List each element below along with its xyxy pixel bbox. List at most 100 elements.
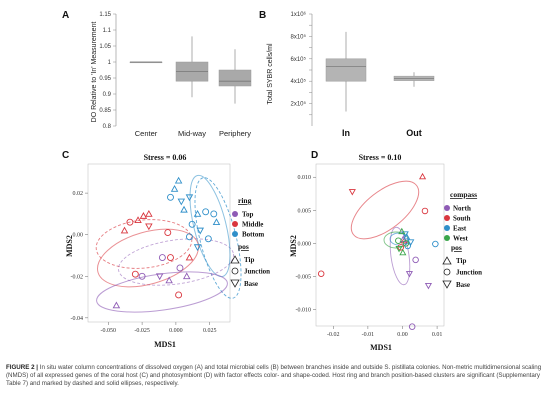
caption-text: In situ water column concentrations of d… xyxy=(6,364,542,387)
panel-c: C Stress = 0.06 -0.050 -0.025 0.000 0.025 0… xyxy=(62,150,270,349)
point-base xyxy=(424,282,432,290)
point-junction xyxy=(176,264,184,272)
legend-d-junction-label: Junction xyxy=(456,269,482,277)
legend-south-label: South xyxy=(453,215,471,223)
point-tip xyxy=(399,248,407,256)
panel-b-yticks: 2x10⁵ 4x10⁵ 6x10⁵ 8x10⁵ 1x10⁶ xyxy=(291,11,312,116)
point-base xyxy=(407,239,415,246)
panel-c-xtick-label: -0.050 xyxy=(101,328,117,334)
point-tip xyxy=(120,226,129,234)
panel-c-ellipses xyxy=(95,174,242,313)
legend-middle-swatch xyxy=(232,221,238,227)
legend-d-tip-label: Tip xyxy=(456,257,466,265)
point-tip xyxy=(185,253,194,261)
panel-d: D Stress = 0.10 -0.02 -0.01 0.00 0.01 0.010… xyxy=(289,150,482,352)
point-base xyxy=(193,244,202,252)
ellipse-d-south xyxy=(350,180,420,240)
panel-d-ylabel: MDS2 xyxy=(289,235,298,257)
point-tip xyxy=(398,227,406,235)
point-junction xyxy=(402,240,410,247)
point-base xyxy=(196,227,205,235)
panel-d-points xyxy=(317,172,439,330)
panel-a-ylabel: DO Relative to 'In' Measurement xyxy=(91,22,98,123)
legend-compass-title: compass xyxy=(450,190,477,199)
panel-b-ytick-label: 4x10⁵ xyxy=(291,78,307,85)
point-base xyxy=(155,273,164,281)
panel-c-ytick-label: 0.02 xyxy=(73,191,84,197)
panel-d-plot-frame xyxy=(315,163,445,327)
legend-top-swatch xyxy=(232,211,238,217)
point-junction xyxy=(412,256,419,264)
panel-c-legend: ring Top Middle Bottom pos Tip Junction … xyxy=(230,196,270,288)
panel-d-xtick-label: -0.02 xyxy=(327,332,340,338)
point-tip xyxy=(193,209,202,217)
legend-tip-label: Tip xyxy=(244,256,254,264)
panel-c-ylabel: MDS2 xyxy=(65,235,74,257)
panel-a-ytick-label: 0.85 xyxy=(99,108,111,114)
legend-west-swatch xyxy=(444,235,450,241)
panel-b-ytick-label: 2x10⁵ xyxy=(291,101,307,108)
panel-b-ytick-label: 8x10⁵ xyxy=(291,33,307,40)
figure-caption: FIGURE 2 | In situ water column concentr… xyxy=(6,364,552,404)
panel-c-xlabel: MDS1 xyxy=(154,340,176,349)
ellipse-ring-middle xyxy=(95,219,193,269)
panel-c-ytick-label: -0.04 xyxy=(71,316,84,322)
box-iqr xyxy=(325,58,367,82)
panel-a-ytick-label: 0.8 xyxy=(103,124,112,130)
ellipse-pos-tip xyxy=(189,174,231,278)
legend-bottom-swatch xyxy=(232,231,238,237)
point-base xyxy=(395,245,403,253)
ellipse-ring-top xyxy=(118,238,234,286)
point-junction xyxy=(158,254,166,262)
point-junction xyxy=(432,240,439,248)
legend-base-label: Base xyxy=(244,280,258,288)
figure-canvas: A DO Relative to 'In' Measurement 0.8 0.8… xyxy=(62,10,482,352)
point-base xyxy=(401,231,409,238)
panel-d-ytick-label: -0.005 xyxy=(296,274,312,280)
panel-c-label: C xyxy=(62,150,69,161)
panel-a-cat-periphery: Periphery xyxy=(219,129,251,138)
panel-c-stress: Stress = 0.06 xyxy=(144,153,187,162)
legend-bottom-label: Bottom xyxy=(242,231,264,239)
panel-d-legend: compass North South East West pos Tip Ju… xyxy=(442,190,482,289)
panel-a-ytick-label: 0.9 xyxy=(103,92,112,98)
panel-b: B Total SYBR cells/ml 2x10⁵ 4x10⁵ 6x10⁵ 8x1… xyxy=(259,10,435,138)
panel-a-ytick-label: 0.95 xyxy=(99,76,111,82)
panel-d-xtick-label: -0.01 xyxy=(362,332,375,338)
legend-junction-label: Junction xyxy=(244,268,270,276)
point-base xyxy=(185,194,194,202)
point-tip xyxy=(418,172,427,180)
point-base xyxy=(177,198,186,206)
panel-d-xlabel: MDS1 xyxy=(370,343,392,352)
legend-d-base-label: Base xyxy=(456,281,470,289)
panel-a-cat-center: Center xyxy=(135,129,158,138)
panel-b-cat-out: Out xyxy=(406,128,422,138)
point-junction xyxy=(395,237,402,244)
point-junction xyxy=(138,272,146,280)
point-junction xyxy=(408,323,416,330)
panel-a-boxes xyxy=(129,36,252,104)
caption-lead: FIGURE 2 | xyxy=(6,364,38,371)
panel-a-ytick-label: 1 xyxy=(108,60,112,66)
point-base xyxy=(145,223,153,231)
panel-d-label: D xyxy=(311,150,318,161)
legend-north-swatch xyxy=(444,205,450,211)
point-tip xyxy=(139,212,148,219)
panel-d-stress: Stress = 0.10 xyxy=(359,153,402,162)
panel-d-xtick-label: 0.01 xyxy=(432,332,443,338)
legend-d-tip-triangle-icon xyxy=(442,256,452,265)
panel-d-ytick-label: -0.010 xyxy=(296,307,312,313)
legend-middle-label: Middle xyxy=(242,221,263,229)
panel-d-ytick-label: 0.000 xyxy=(298,241,312,247)
legend-east-label: East xyxy=(453,225,467,233)
panel-d-ytick-label: 0.010 xyxy=(298,175,312,181)
panel-a-yticks: 0.8 0.85 0.9 0.95 1 1.05 1.1 1.15 xyxy=(99,12,116,130)
panel-a-ytick-label: 1.1 xyxy=(103,28,112,34)
panel-a-label: A xyxy=(62,10,69,21)
panel-c-points xyxy=(112,176,221,309)
panel-d-ellipses xyxy=(350,180,420,286)
legend-west-label: West xyxy=(453,235,468,243)
panel-c-plot-frame xyxy=(87,163,231,323)
panel-a-cat-midway: Mid-way xyxy=(178,129,206,138)
panel-d-ytick-label: 0.005 xyxy=(298,208,312,214)
